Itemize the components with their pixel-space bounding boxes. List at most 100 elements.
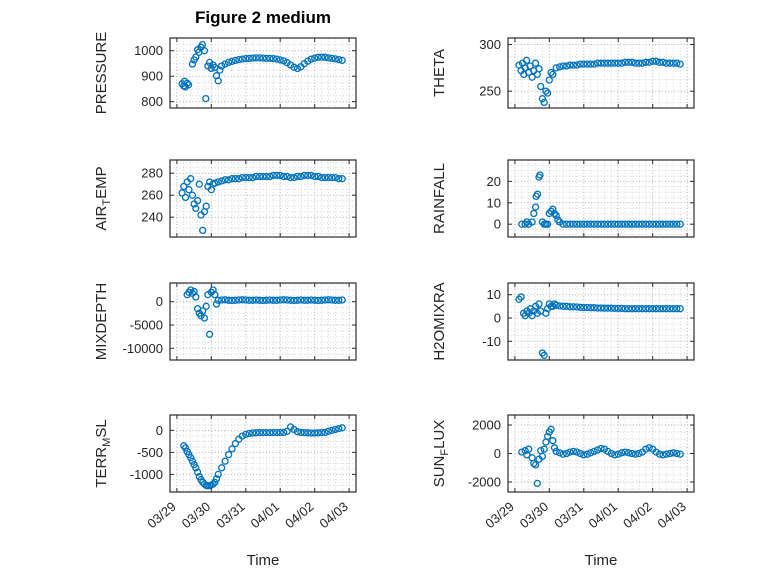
x-axis-label-left: Time <box>246 552 280 569</box>
y-axis-label-terr-msl: TERRMSL <box>93 419 113 487</box>
data-point-marker <box>300 296 308 304</box>
data-point-marker <box>587 60 595 68</box>
data-point-marker <box>573 61 581 69</box>
data-point-marker <box>185 186 193 194</box>
data-point-marker <box>321 296 329 304</box>
data-point-marker <box>314 429 322 437</box>
data-point-marker <box>321 428 329 437</box>
data-point-marker <box>669 59 677 67</box>
y-axis-label-pressure: PRESSURE <box>93 32 110 115</box>
data-point-marker <box>652 57 660 65</box>
data-point-marker <box>645 220 653 228</box>
data-point-marker <box>649 305 657 313</box>
data-point-marker <box>593 220 602 228</box>
data-point-marker <box>580 60 588 68</box>
data-point-marker <box>317 428 326 437</box>
data-point-marker <box>221 296 229 304</box>
data-point-marker <box>200 47 209 55</box>
data-point-marker <box>297 172 305 181</box>
data-point-marker <box>205 330 214 338</box>
data-point-marker <box>187 175 195 183</box>
data-point-marker <box>221 176 229 184</box>
data-point-marker <box>193 197 202 205</box>
data-point-marker <box>676 220 684 228</box>
data-points-rainfall <box>518 171 684 228</box>
data-point-marker <box>655 58 664 66</box>
data-point-marker <box>628 58 636 66</box>
y-tick-label: 260 <box>141 188 163 203</box>
data-point-marker <box>590 304 598 312</box>
data-point-marker <box>187 454 195 462</box>
data-point-marker <box>556 449 564 457</box>
data-point-marker <box>543 220 552 228</box>
data-point-marker <box>314 172 322 181</box>
y-tick-label: 10 <box>487 195 501 210</box>
data-point-marker <box>252 172 260 181</box>
data-point-marker <box>228 175 236 183</box>
data-point-marker <box>269 54 277 63</box>
data-point-marker <box>631 305 640 313</box>
data-point-marker <box>549 205 557 213</box>
data-point-marker <box>618 304 626 313</box>
data-point-marker <box>259 172 267 181</box>
data-point-marker <box>576 60 584 68</box>
data-point-marker <box>545 76 553 84</box>
data-point-marker <box>224 296 233 304</box>
data-point-marker <box>573 220 581 228</box>
x-tick-label: 03/30 <box>517 499 552 531</box>
data-points-pressure <box>178 40 346 103</box>
data-point-marker <box>618 220 626 228</box>
data-point-marker <box>526 62 534 70</box>
data-point-marker <box>666 449 674 458</box>
data-point-marker <box>231 296 240 304</box>
data-point-marker <box>293 428 302 436</box>
data-point-marker <box>283 427 291 435</box>
y-axis-label-mixdepth: MIXDEPTH <box>93 283 110 361</box>
data-point-marker <box>198 40 207 49</box>
data-point-marker <box>631 450 640 458</box>
data-point-marker <box>645 58 653 66</box>
data-point-marker <box>304 296 312 304</box>
data-point-marker <box>317 296 326 304</box>
data-point-marker <box>242 296 250 304</box>
data-point-marker <box>531 59 540 67</box>
data-point-marker <box>266 54 274 63</box>
data-point-marker <box>262 296 271 304</box>
data-point-marker <box>235 55 243 64</box>
data-point-marker <box>304 429 312 437</box>
data-point-marker <box>228 57 236 66</box>
data-point-marker <box>200 314 209 322</box>
data-point-marker <box>245 429 253 438</box>
data-point-marker <box>676 450 684 458</box>
data-point-marker <box>600 304 609 312</box>
data-point-marker <box>531 461 540 469</box>
x-axis-label-right: Time <box>584 552 618 569</box>
y-tick-label: -1000 <box>130 467 163 482</box>
data-point-marker <box>214 178 222 186</box>
data-point-marker <box>593 446 602 454</box>
data-point-marker <box>335 296 343 304</box>
data-point-marker <box>335 175 343 183</box>
data-point-marker <box>562 302 571 310</box>
data-point-marker <box>180 77 189 85</box>
data-point-marker <box>559 220 567 228</box>
data-point-marker <box>669 305 677 313</box>
data-point-marker <box>314 296 322 305</box>
data-point-marker <box>280 296 288 304</box>
data-point-marker <box>255 54 264 62</box>
data-point-marker <box>569 61 578 69</box>
data-point-marker <box>242 54 250 63</box>
data-point-marker <box>538 452 547 461</box>
data-point-marker <box>221 60 229 68</box>
data-point-marker <box>216 66 224 74</box>
data-point-marker <box>328 296 336 304</box>
data-point-marker <box>252 296 260 304</box>
data-point-marker <box>331 425 339 434</box>
data-point-marker <box>624 58 633 66</box>
data-point-marker <box>235 175 243 183</box>
data-point-marker <box>317 173 326 182</box>
data-point-marker <box>521 446 529 455</box>
data-point-marker <box>566 220 574 228</box>
subplot-theta: 250 300 THETA <box>431 37 695 109</box>
